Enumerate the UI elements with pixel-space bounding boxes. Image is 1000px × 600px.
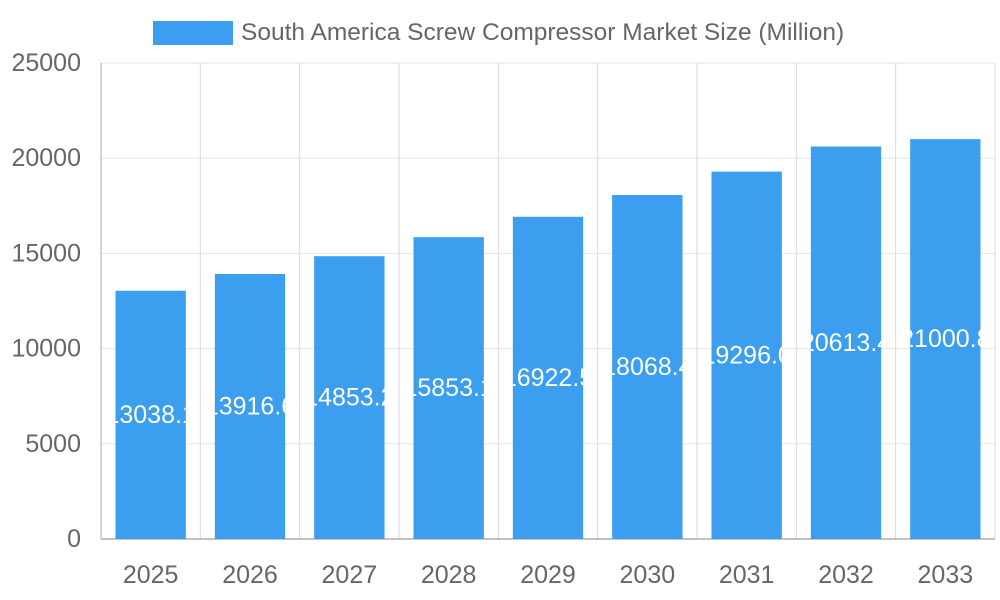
svg-text:2033: 2033	[918, 561, 974, 589]
svg-text:15000: 15000	[11, 239, 81, 267]
svg-text:2027: 2027	[322, 561, 378, 589]
svg-text:16922.5: 16922.5	[503, 364, 593, 392]
svg-text:2025: 2025	[123, 561, 179, 589]
svg-text:2028: 2028	[421, 561, 477, 589]
svg-text:19296.0: 19296.0	[701, 341, 791, 369]
svg-text:2030: 2030	[620, 561, 676, 589]
svg-text:18068.4: 18068.4	[602, 353, 692, 381]
svg-text:2031: 2031	[719, 561, 775, 589]
svg-text:0: 0	[67, 525, 81, 553]
svg-text:20613.4: 20613.4	[801, 329, 891, 357]
svg-text:5000: 5000	[25, 430, 81, 458]
svg-text:21000.8: 21000.8	[900, 325, 990, 353]
svg-text:13916.6: 13916.6	[205, 393, 295, 421]
svg-text:20000: 20000	[11, 144, 81, 172]
svg-text:2032: 2032	[818, 561, 874, 589]
svg-text:2026: 2026	[222, 561, 278, 589]
svg-text:2029: 2029	[520, 561, 576, 589]
svg-text:10000: 10000	[11, 335, 81, 363]
svg-text:14853.2: 14853.2	[304, 384, 394, 412]
svg-text:15853.1: 15853.1	[403, 374, 493, 402]
svg-text:13038.1: 13038.1	[105, 401, 195, 429]
svg-text:25000: 25000	[11, 49, 81, 77]
